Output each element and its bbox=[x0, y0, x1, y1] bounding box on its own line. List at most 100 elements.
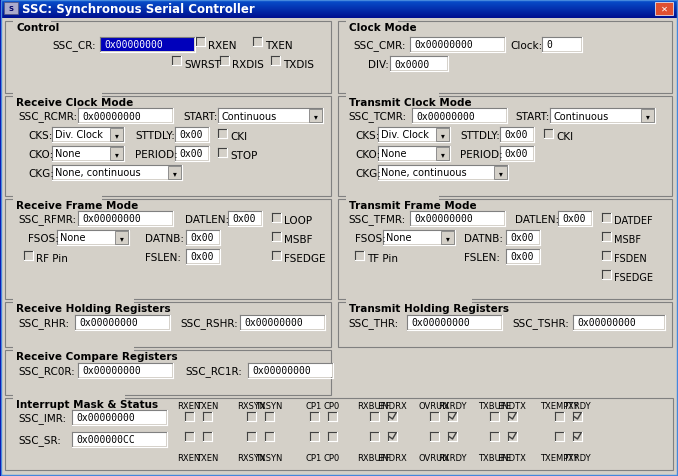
Text: CP0: CP0 bbox=[324, 402, 340, 411]
Text: TXBUFE: TXBUFE bbox=[477, 402, 511, 411]
Bar bbox=[273, 234, 280, 240]
Text: 0x00000000: 0x00000000 bbox=[82, 366, 141, 376]
Text: OVRUN: OVRUN bbox=[419, 402, 450, 411]
Text: 0x000000CC: 0x000000CC bbox=[76, 435, 135, 445]
Text: TXDIS: TXDIS bbox=[283, 60, 314, 70]
Bar bbox=[5, 97, 331, 197]
Bar bbox=[0, 15, 678, 16]
Bar bbox=[53, 129, 123, 142]
Bar bbox=[379, 167, 507, 179]
Bar bbox=[248, 413, 255, 420]
Bar bbox=[311, 433, 318, 440]
Bar bbox=[551, 110, 654, 123]
Bar bbox=[0, 12, 678, 13]
Text: 0x00: 0x00 bbox=[179, 149, 203, 159]
Bar bbox=[441, 231, 454, 245]
Bar bbox=[556, 413, 563, 420]
Text: CKO:: CKO: bbox=[355, 149, 380, 159]
Bar bbox=[241, 317, 324, 329]
Text: CP0: CP0 bbox=[324, 454, 340, 463]
Text: 0x00000000: 0x00000000 bbox=[104, 40, 163, 50]
Text: Control: Control bbox=[16, 23, 59, 33]
Bar bbox=[371, 413, 378, 420]
Text: S: S bbox=[9, 6, 14, 12]
Bar bbox=[0, 2, 678, 3]
Text: TXEN: TXEN bbox=[196, 454, 218, 463]
Text: 0x00: 0x00 bbox=[504, 149, 527, 159]
Text: PERIOD:: PERIOD: bbox=[460, 149, 503, 159]
Text: 0x00: 0x00 bbox=[190, 233, 214, 243]
Bar bbox=[338, 199, 672, 299]
Bar bbox=[204, 433, 211, 440]
Text: Transmit Frame Mode: Transmit Frame Mode bbox=[349, 200, 477, 210]
Text: DATNB:: DATNB: bbox=[464, 234, 503, 244]
Text: SSC_RC0R:: SSC_RC0R: bbox=[18, 366, 75, 377]
Bar bbox=[491, 433, 498, 440]
Text: ▾: ▾ bbox=[119, 234, 123, 242]
Text: FSOS:: FSOS: bbox=[28, 234, 59, 244]
Bar bbox=[266, 413, 273, 420]
Bar bbox=[329, 413, 336, 420]
Bar bbox=[346, 92, 439, 101]
Bar bbox=[186, 433, 193, 440]
Bar bbox=[0, 16, 678, 17]
Text: Div. Clock: Div. Clock bbox=[381, 130, 429, 140]
Text: SSC: Synchronous Serial Controller: SSC: Synchronous Serial Controller bbox=[22, 3, 255, 17]
Bar bbox=[76, 317, 169, 329]
Text: ▾: ▾ bbox=[115, 149, 119, 159]
Bar bbox=[5, 398, 673, 470]
Text: 0x00000000: 0x00000000 bbox=[416, 111, 475, 121]
Text: STTDLY:: STTDLY: bbox=[460, 131, 500, 141]
Text: FSEDGE: FSEDGE bbox=[614, 272, 653, 282]
Text: 0x00000000: 0x00000000 bbox=[244, 318, 303, 328]
Text: TXBUFE: TXBUFE bbox=[477, 454, 511, 463]
Text: 0x00: 0x00 bbox=[510, 252, 534, 262]
Bar bbox=[187, 231, 219, 245]
Text: SSC_SR:: SSC_SR: bbox=[18, 435, 61, 446]
Bar bbox=[13, 195, 102, 204]
Text: SSC_RC1R:: SSC_RC1R: bbox=[185, 366, 242, 377]
Text: ▾: ▾ bbox=[498, 169, 502, 178]
Text: 0x00: 0x00 bbox=[562, 214, 586, 224]
Bar bbox=[173, 58, 180, 65]
Bar bbox=[411, 213, 504, 226]
Text: FSDEN: FSDEN bbox=[614, 253, 647, 263]
Bar bbox=[5, 199, 331, 299]
Bar bbox=[413, 110, 506, 123]
Text: RXBUFF: RXBUFF bbox=[357, 454, 391, 463]
Text: RXSYN: RXSYN bbox=[237, 454, 265, 463]
Bar bbox=[53, 148, 123, 161]
Bar bbox=[79, 213, 172, 226]
Bar bbox=[0, 9, 678, 10]
Text: 0x00000000: 0x00000000 bbox=[82, 111, 141, 121]
Text: OVRUN: OVRUN bbox=[419, 454, 450, 463]
Text: ▾: ▾ bbox=[173, 169, 176, 178]
Bar bbox=[356, 252, 363, 259]
Text: ENDTX: ENDTX bbox=[498, 402, 526, 411]
Bar bbox=[115, 231, 128, 245]
Bar bbox=[5, 22, 331, 94]
Text: 0x00: 0x00 bbox=[179, 130, 203, 140]
Text: CKI: CKI bbox=[556, 132, 573, 142]
Text: ENDRX: ENDRX bbox=[377, 402, 407, 411]
Text: SWRST: SWRST bbox=[184, 60, 221, 70]
Bar bbox=[219, 131, 226, 138]
Text: ▾: ▾ bbox=[441, 131, 445, 140]
Text: TF Pin: TF Pin bbox=[367, 253, 398, 263]
Bar bbox=[272, 58, 279, 65]
Bar bbox=[0, 4, 678, 5]
Bar bbox=[346, 17, 398, 26]
Bar bbox=[509, 413, 516, 420]
Bar bbox=[249, 364, 332, 377]
Text: ✕: ✕ bbox=[660, 5, 668, 14]
Bar bbox=[110, 148, 123, 161]
Bar bbox=[338, 97, 672, 197]
Text: Transmit Holding Registers: Transmit Holding Registers bbox=[349, 303, 509, 313]
Bar bbox=[204, 413, 211, 420]
Text: ▾: ▾ bbox=[441, 149, 445, 159]
Bar bbox=[13, 298, 134, 307]
Text: 0x00: 0x00 bbox=[510, 233, 534, 243]
Bar bbox=[603, 234, 610, 240]
Text: DATLEN:: DATLEN: bbox=[185, 215, 229, 225]
Text: Receive Compare Registers: Receive Compare Registers bbox=[16, 351, 178, 361]
